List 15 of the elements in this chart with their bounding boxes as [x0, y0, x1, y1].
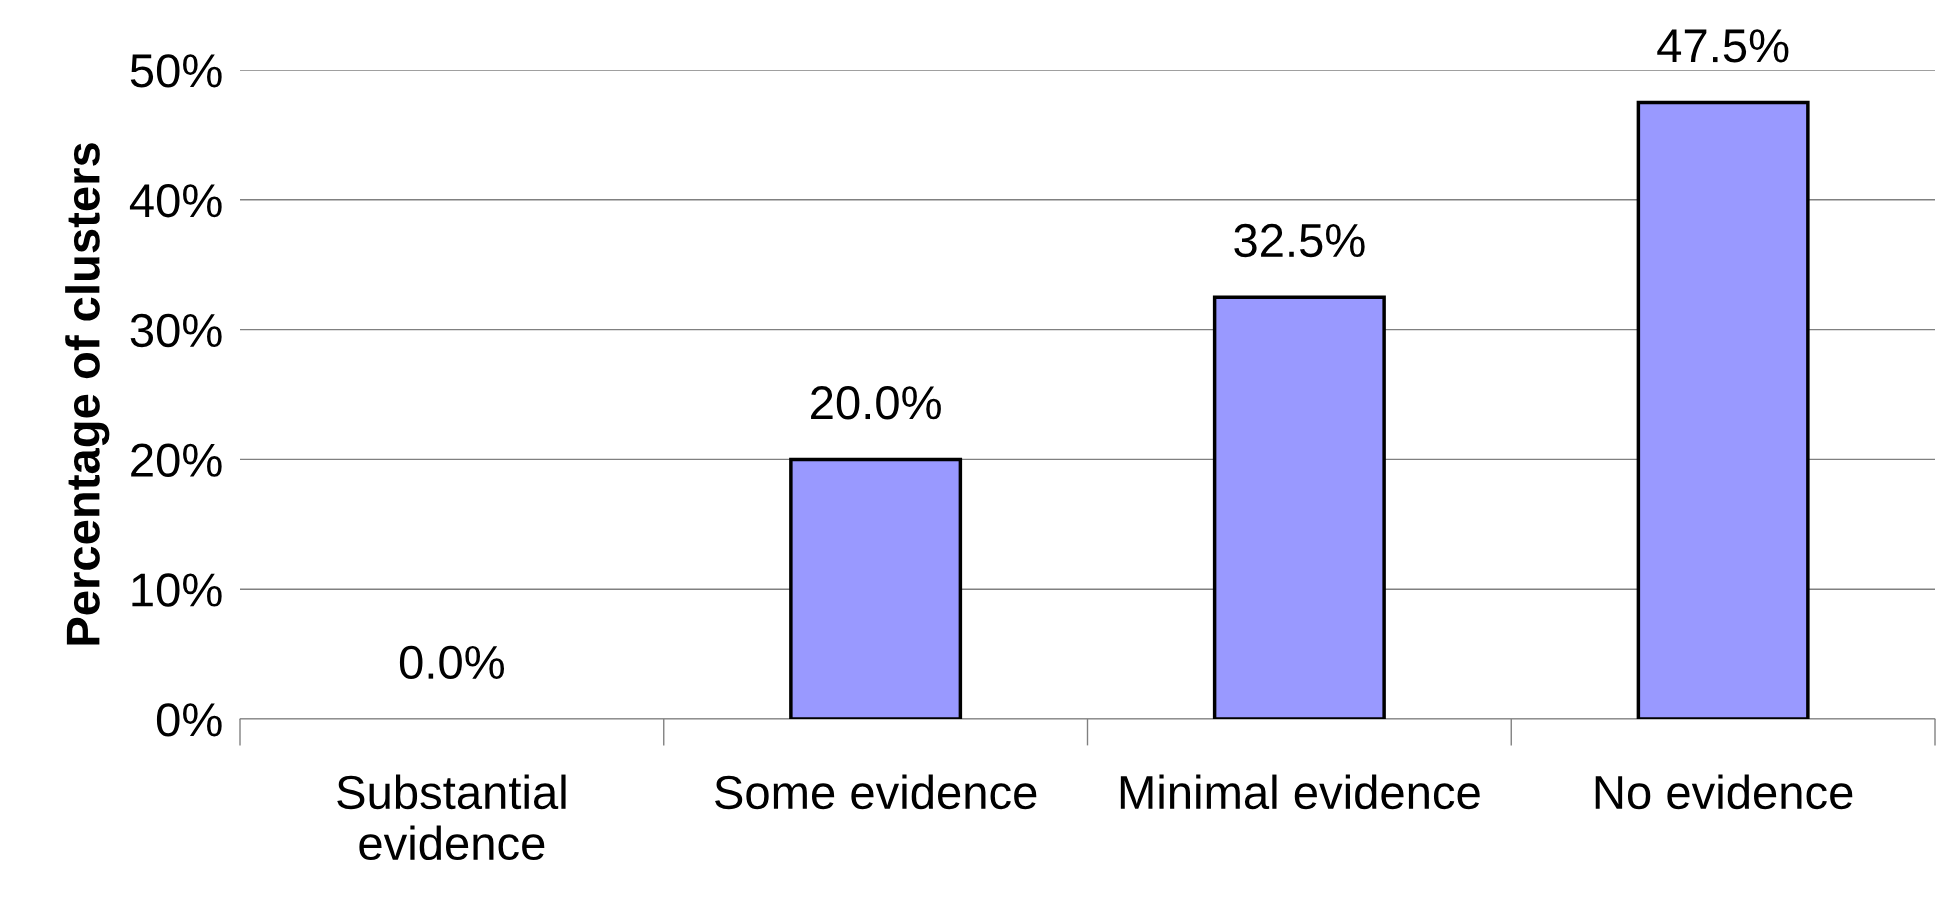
y-axis-title: Percentage of clusters: [65, 143, 110, 645]
x-tick-label: Minimal evidence: [1120, 774, 1480, 810]
data-label: 0.0%: [399, 645, 505, 680]
y-tick-label: 10%: [132, 573, 222, 607]
data-label: 47.5%: [1657, 29, 1789, 63]
y-tick-label: 20%: [131, 443, 222, 477]
x-tick-label: Substantial evidence: [337, 774, 566, 861]
y-tick-label: 30%: [130, 313, 222, 348]
y-tick-label: 50%: [130, 54, 222, 88]
x-tick-label: Some evidence: [715, 774, 1037, 810]
data-label: 32.5%: [1234, 223, 1365, 258]
y-tick-label: 0%: [156, 703, 222, 737]
data-label: 20.0%: [811, 386, 941, 420]
x-tick-label: No evidence: [1595, 774, 1853, 810]
y-tick-label: 40%: [129, 183, 222, 218]
